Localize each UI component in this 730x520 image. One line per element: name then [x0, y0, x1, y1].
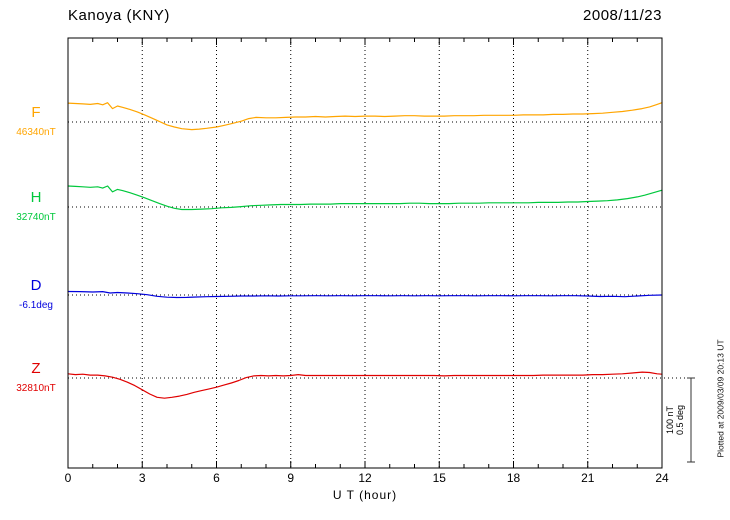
station-title: Kanoya (KNY) [68, 7, 170, 24]
x-axis-title: U T (hour) [332, 488, 398, 502]
x-tick-label: 0 [64, 471, 72, 485]
baseline-value-h: 32740nT [16, 212, 56, 223]
scale-label-deg: 0.5 deg [675, 404, 685, 436]
baseline-value-f: 46340nT [16, 127, 56, 138]
plot-frame [67, 37, 663, 469]
trace-label-f: F [31, 104, 41, 121]
trace-z [67, 371, 663, 399]
x-tick-label: 9 [287, 471, 295, 485]
plotted-at-note: Plotted at 2009/03/09 20:13 UT [715, 339, 726, 458]
baseline-value-d: -6.1deg [19, 300, 53, 311]
trace-label-z: Z [31, 360, 41, 377]
x-tick-label: 3 [138, 471, 146, 485]
x-tick-label: 12 [358, 471, 372, 485]
x-tick-label: 24 [655, 471, 669, 485]
date-label: 2008/11/23 [583, 7, 662, 24]
trace-label-h: H [30, 189, 42, 206]
x-tick-label: 21 [581, 471, 595, 485]
trace-h [67, 185, 663, 211]
trace-label-d: D [30, 277, 42, 294]
x-tick-label: 15 [432, 471, 446, 485]
x-tick-label: 6 [213, 471, 220, 485]
baseline-value-z: 32810nT [16, 383, 56, 394]
trace-d [67, 290, 663, 299]
trace-f [67, 102, 663, 131]
x-tick-label: 18 [506, 471, 521, 485]
